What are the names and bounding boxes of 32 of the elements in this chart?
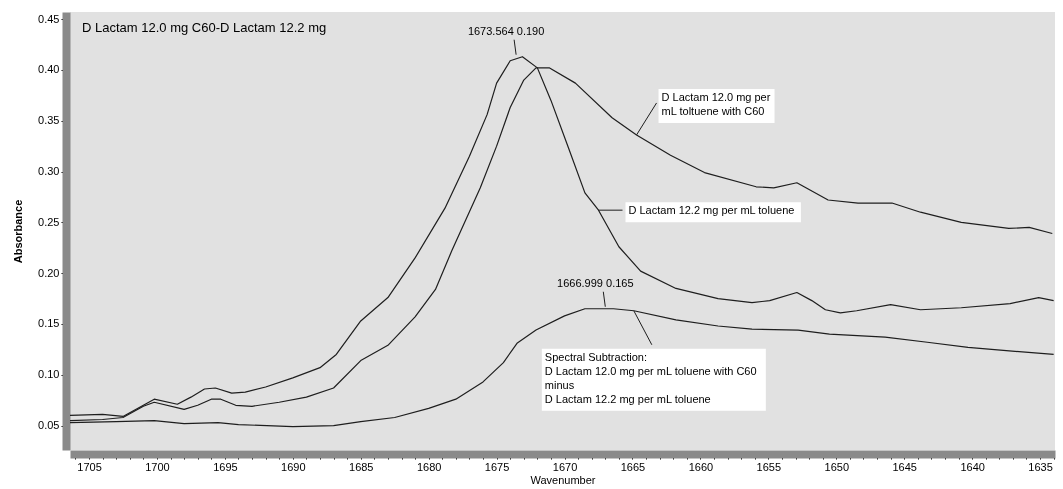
y-tick-label: 0.25 [38, 215, 60, 228]
x-tick-label: 1665 [620, 460, 646, 473]
x-tick-label: 1640 [960, 460, 985, 473]
x-tick-label: 1645 [892, 460, 917, 473]
y-tick-label: 0.35 [38, 114, 60, 127]
y-axis-title: Absorbance [12, 199, 25, 264]
annotation: 1666.999 0.165 [557, 276, 634, 289]
y-tick-label: 0.45 [38, 12, 60, 25]
x-tick-label: 1680 [416, 460, 442, 473]
legend-label: D Lactam 12.2 mg per mL toluene [628, 204, 795, 217]
x-tick-label: 1670 [552, 460, 578, 473]
x-tick-label: 1685 [349, 460, 374, 473]
y-tick-label: 0.10 [38, 368, 60, 381]
y-tick-label: 0.20 [38, 266, 60, 279]
x-tick-label: 1690 [281, 460, 306, 473]
y-tick-label: 0.30 [38, 165, 60, 178]
x-tick-label: 1655 [756, 460, 782, 473]
x-tick-label: 1675 [484, 460, 510, 473]
annotation: 1673.564 0.190 [467, 24, 545, 37]
x-tick-label: 1700 [145, 460, 170, 473]
y-tick-label: 0.05 [38, 419, 60, 432]
text: D Lactam 12.0 mg per mL toltuene with C60 [661, 90, 771, 117]
x-tick-label: 1635 [1028, 460, 1053, 473]
x-tick-label: 1660 [688, 460, 714, 473]
x-tick-label: 1705 [77, 460, 102, 473]
y-tick-label: 0.40 [38, 63, 60, 76]
y-tick-label: 0.15 [38, 317, 60, 330]
x-tick-label: 1695 [213, 460, 238, 473]
series-label: Spectral Subtraction: D Lactam 12.0 mg per mL toluene with C60 minus D Lactam 12.2 mg per mL toluene [544, 350, 757, 405]
text: D Lactam 12.0 mg C60-D Lactam 12.2 mg [82, 20, 327, 35]
x-axis-title: Wavenumber [530, 473, 596, 486]
x-tick-label: 1650 [824, 460, 849, 473]
